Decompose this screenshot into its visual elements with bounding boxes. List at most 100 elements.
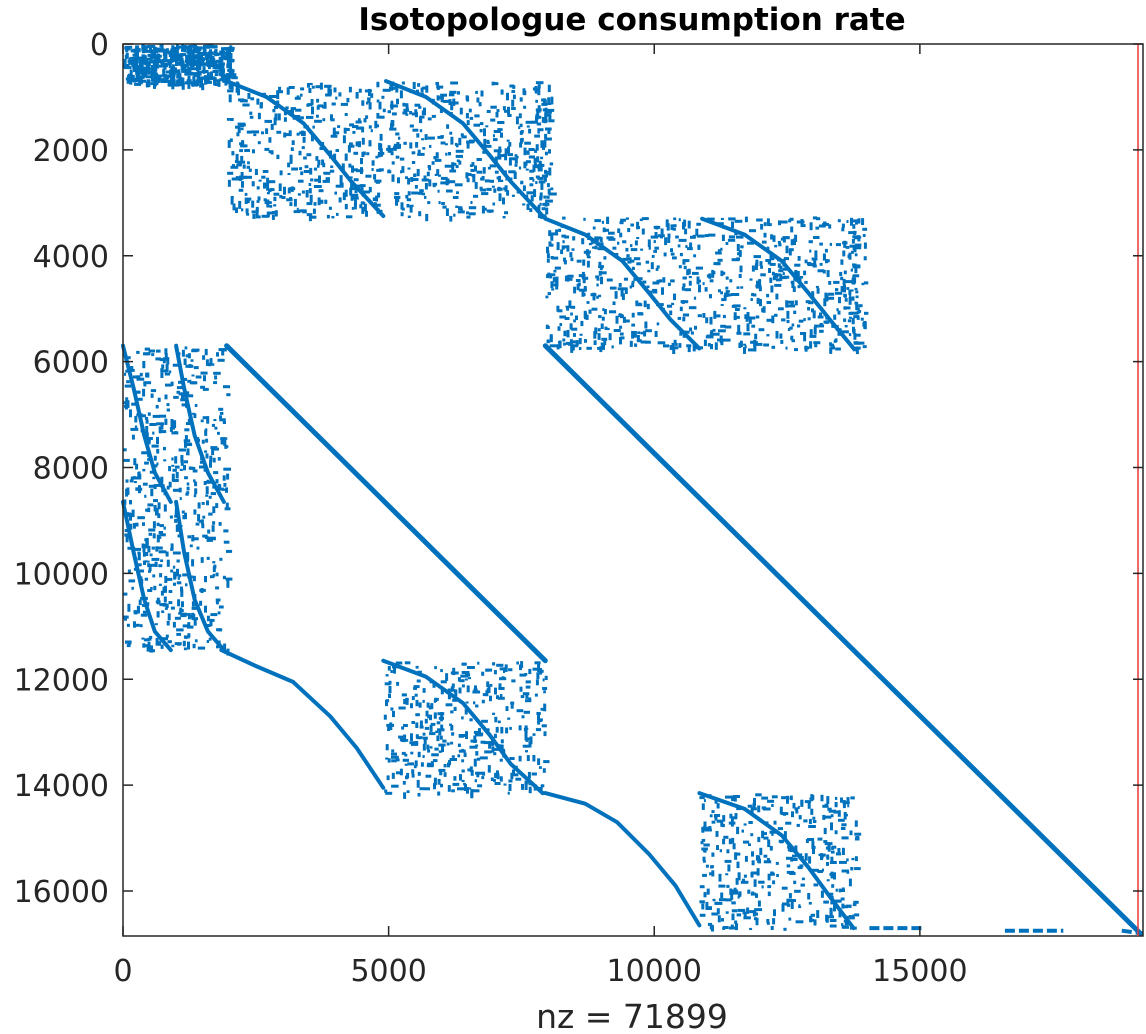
nonzero-mark [851, 296, 855, 301]
nonzero-mark [482, 693, 488, 697]
nonzero-mark [171, 644, 175, 648]
nonzero-mark [131, 434, 135, 440]
nonzero-mark [176, 386, 185, 390]
nonzero-mark [301, 146, 305, 150]
nonzero-mark [492, 82, 499, 86]
nonzero-mark [223, 47, 230, 51]
nonzero-mark [804, 800, 812, 804]
nonzero-mark [167, 640, 172, 644]
nonzero-mark [627, 228, 631, 233]
y-tick-label: 12000 [14, 663, 109, 698]
nonzero-mark [177, 642, 181, 646]
nonzero-mark [475, 90, 478, 94]
nonzero-mark [581, 289, 585, 297]
nonzero-mark [188, 57, 196, 61]
nonzero-mark [309, 82, 313, 86]
nonzero-mark [838, 888, 842, 893]
nonzero-mark [187, 616, 191, 620]
nonzero-mark [164, 577, 173, 581]
nonzero-mark [460, 206, 463, 210]
nonzero-mark [766, 301, 772, 304]
nonzero-mark [746, 323, 750, 332]
nonzero-mark [220, 437, 226, 441]
nonzero-mark [264, 119, 272, 123]
nonzero-mark [276, 90, 283, 94]
nonzero-mark [323, 101, 327, 105]
nonzero-mark [848, 311, 853, 315]
nonzero-mark [774, 244, 778, 248]
nonzero-mark [810, 808, 814, 815]
nonzero-mark [522, 185, 526, 192]
nonzero-mark [512, 769, 515, 775]
nonzero-mark [225, 75, 229, 78]
nonzero-mark [494, 782, 501, 785]
nonzero-mark [361, 137, 365, 145]
nonzero-mark [757, 900, 761, 907]
nonzero-mark [748, 318, 752, 324]
nonzero-mark [386, 147, 394, 151]
nonzero-mark [839, 860, 847, 864]
nonzero-mark [506, 139, 510, 142]
nonzero-mark [440, 181, 448, 185]
nonzero-mark [519, 97, 523, 102]
nonzero-mark [647, 239, 651, 247]
nonzero-mark [213, 613, 217, 616]
nonzero-mark [781, 886, 788, 890]
nonzero-mark [153, 499, 158, 503]
nonzero-mark [152, 431, 155, 435]
nonzero-mark [810, 916, 813, 919]
nonzero-mark [819, 242, 823, 246]
nonzero-mark [731, 901, 736, 905]
nonzero-mark [330, 134, 338, 138]
nonzero-mark [300, 171, 304, 176]
nonzero-mark [542, 98, 546, 106]
nonzero-mark [160, 61, 164, 67]
nonzero-mark [486, 187, 492, 191]
nonzero-mark [164, 394, 168, 400]
nonzero-mark [218, 61, 222, 65]
nonzero-mark [588, 309, 592, 314]
nonzero-mark [820, 794, 824, 802]
nonzero-mark [731, 816, 738, 820]
nonzero-mark [411, 696, 415, 701]
nonzero-mark [718, 329, 726, 333]
nonzero-mark [493, 149, 502, 153]
nonzero-mark [306, 213, 313, 217]
x-tick-label: 15000 [872, 954, 967, 989]
nonzero-mark [662, 277, 666, 283]
nonzero-mark [844, 325, 848, 328]
nonzero-mark [797, 324, 801, 328]
nonzero-mark [853, 315, 860, 319]
nonzero-mark [548, 241, 552, 247]
nonzero-mark [303, 170, 310, 173]
nonzero-mark [172, 479, 179, 482]
nonzero-mark [744, 314, 748, 320]
nonzero-mark [583, 217, 586, 221]
nonzero-mark [435, 152, 439, 159]
nonzero-mark [153, 505, 157, 512]
nonzero-mark [359, 204, 363, 209]
nonzero-mark [486, 110, 491, 113]
nonzero-mark [558, 228, 562, 232]
nonzero-mark [249, 111, 253, 115]
nonzero-mark [412, 178, 419, 181]
nonzero-mark [198, 65, 202, 70]
nonzero-mark [200, 588, 204, 593]
nonzero-mark [458, 687, 462, 694]
nonzero-mark [377, 153, 381, 158]
nonzero-mark [196, 70, 200, 76]
nonzero-mark [157, 76, 161, 79]
nonzero-mark [640, 340, 648, 344]
nonzero-mark [843, 306, 851, 310]
nonzero-mark [186, 391, 190, 398]
nonzero-mark [258, 179, 262, 182]
nonzero-mark [854, 333, 861, 337]
x-tick-label: 0 [113, 954, 132, 989]
nonzero-mark [227, 140, 231, 148]
nonzero-mark [763, 836, 769, 840]
nonzero-mark [185, 583, 188, 587]
nonzero-mark [192, 469, 198, 473]
nonzero-mark [451, 789, 455, 793]
nonzero-mark [396, 681, 400, 686]
nonzero-mark [609, 310, 617, 314]
